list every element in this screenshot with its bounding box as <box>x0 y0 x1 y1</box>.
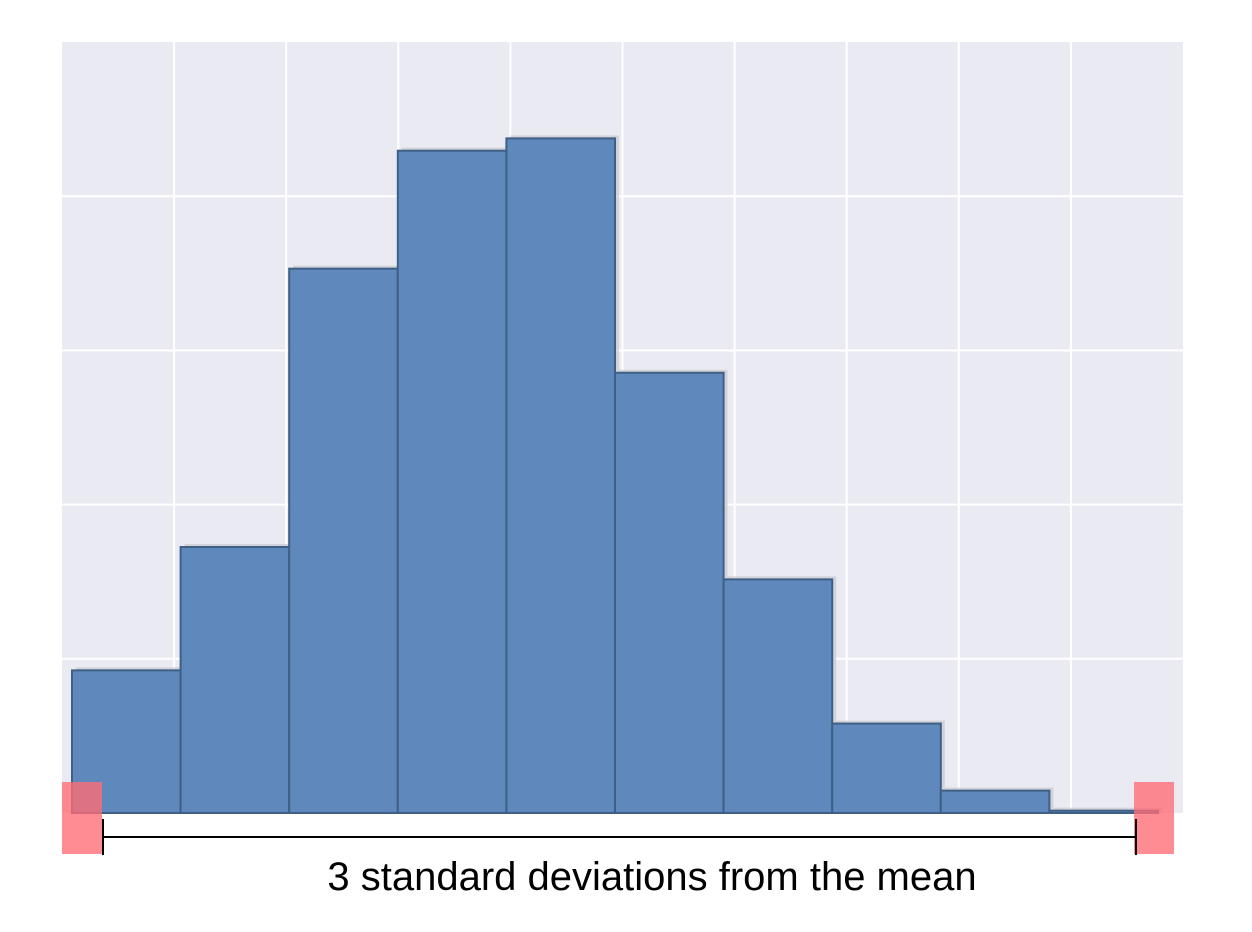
histogram-bar <box>179 546 291 814</box>
annotation-label: 3 standard deviations from the mean <box>327 855 976 899</box>
histogram-bar <box>505 137 616 814</box>
histogram-bar <box>288 267 399 814</box>
range-marker-left <box>62 782 102 854</box>
plot-area <box>62 42 1183 815</box>
histogram-bar <box>396 149 508 814</box>
histogram-bar <box>939 789 1051 814</box>
range-marker-right <box>1134 782 1174 854</box>
histogram-bar <box>614 371 725 814</box>
range-markers <box>62 782 1174 854</box>
histogram-bar <box>722 578 834 815</box>
annotation: 3 standard deviations from the mean <box>102 819 1137 899</box>
histogram-bar <box>831 722 942 815</box>
